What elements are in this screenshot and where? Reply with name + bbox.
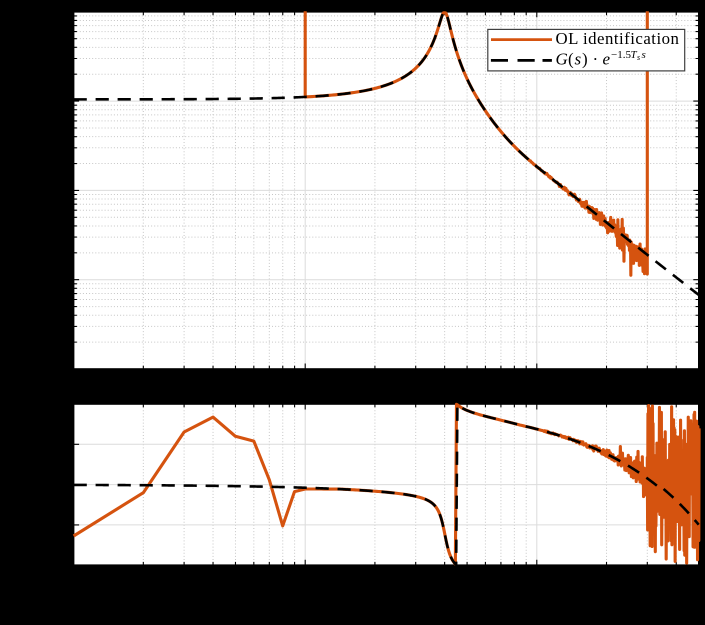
svg-text:G: G: [556, 50, 568, 69]
svg-text:T: T: [631, 49, 638, 61]
svg-text:s: s: [575, 50, 582, 69]
svg-text:): ): [582, 50, 588, 69]
svg-text:(: (: [568, 50, 574, 69]
svg-text:OL identification: OL identification: [556, 29, 680, 48]
svg-text:s: s: [642, 49, 646, 61]
svg-text:−1.5: −1.5: [611, 49, 631, 61]
svg-text:e: e: [603, 50, 611, 69]
svg-text:·: ·: [593, 50, 599, 69]
svg-text:s: s: [637, 53, 640, 62]
